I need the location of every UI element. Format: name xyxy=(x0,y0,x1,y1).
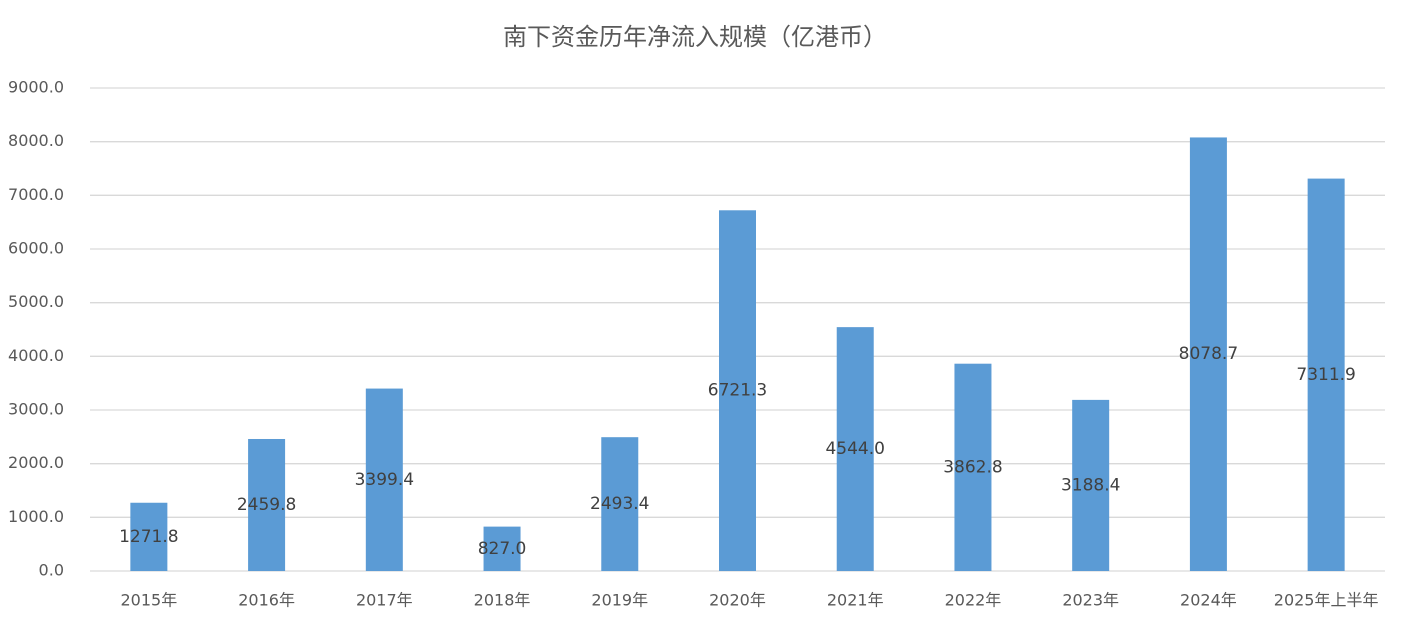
bar xyxy=(365,388,403,571)
y-tick-label: 7000.0 xyxy=(8,185,64,204)
bar xyxy=(248,438,286,571)
data-label: 7311.9 xyxy=(1296,365,1355,385)
bar xyxy=(601,437,639,571)
bar xyxy=(130,502,168,571)
bar xyxy=(954,363,992,571)
bar xyxy=(483,526,521,571)
chart-title: 南下资金历年净流入规模（亿港币） xyxy=(503,23,887,51)
y-tick-label: 2000.0 xyxy=(8,453,64,472)
y-tick-label: 1000.0 xyxy=(8,507,64,526)
data-label: 2459.8 xyxy=(237,495,296,515)
x-tick-label: 2024年 xyxy=(1180,591,1237,610)
bar xyxy=(836,327,874,571)
y-tick-label: 9000.0 xyxy=(8,78,64,97)
bar xyxy=(1189,137,1227,571)
bar xyxy=(1072,399,1110,571)
y-tick-label: 4000.0 xyxy=(8,346,64,365)
y-tick-label: 0.0 xyxy=(39,561,64,580)
x-tick-label: 2020年 xyxy=(709,591,766,610)
x-tick-label: 2019年 xyxy=(591,591,648,610)
bar xyxy=(719,210,756,572)
data-label: 6721.3 xyxy=(708,381,767,401)
data-label: 3188.4 xyxy=(1061,475,1120,495)
y-tick-label: 5000.0 xyxy=(8,292,64,311)
data-label: 827.0 xyxy=(478,539,527,559)
x-tick-label: 2022年 xyxy=(945,591,1002,610)
data-label: 2493.4 xyxy=(590,494,649,514)
y-tick-label: 3000.0 xyxy=(8,400,64,419)
data-label: 8078.7 xyxy=(1179,344,1238,364)
x-tick-label: 2025年上半年 xyxy=(1274,591,1379,610)
data-label: 3862.8 xyxy=(943,457,1002,477)
x-tick-label: 2023年 xyxy=(1062,591,1119,610)
y-tick-label: 8000.0 xyxy=(8,131,64,150)
x-tick-label: 2015年 xyxy=(120,591,177,610)
data-label: 1271.8 xyxy=(119,527,178,547)
y-tick-label: 6000.0 xyxy=(8,239,64,258)
x-tick-label: 2018年 xyxy=(474,591,531,610)
x-tick-label: 2017年 xyxy=(356,591,413,610)
data-label: 3399.4 xyxy=(355,470,414,490)
bar xyxy=(1307,178,1345,571)
x-tick-label: 2016年 xyxy=(238,591,295,610)
x-tick-label: 2021年 xyxy=(827,591,884,610)
data-label: 4544.0 xyxy=(825,439,884,459)
